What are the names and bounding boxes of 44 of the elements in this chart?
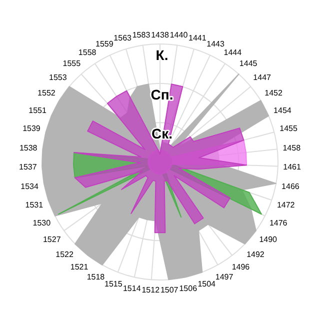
spoke-label: 1458: [282, 143, 302, 152]
spoke-label: 1504: [198, 280, 216, 289]
spoke-label: 1447: [253, 72, 272, 82]
spoke-label: 1553: [49, 72, 68, 82]
spoke-label: 1490: [259, 235, 278, 244]
spoke-label: 1472: [276, 200, 296, 210]
spoke-label: 1512: [142, 286, 160, 295]
spoke-label: 1440: [170, 30, 188, 40]
spoke-label: 1534: [20, 182, 39, 191]
spoke-label: 1563: [114, 33, 132, 42]
spoke-label: 1438: [151, 30, 170, 40]
spoke-label: 1443: [206, 39, 226, 48]
spoke-label: 1496: [232, 262, 250, 272]
spoke-label: 1538: [19, 143, 38, 152]
spoke-label: 1492: [246, 250, 265, 259]
spoke-label: 1583: [132, 30, 151, 40]
spoke-label: 1441: [188, 33, 207, 42]
spoke-label: 1507: [160, 286, 179, 295]
spoke-label: 1515: [104, 280, 123, 289]
spoke-label: 1539: [22, 124, 41, 134]
spoke-label: 1522: [56, 250, 74, 259]
spoke-label: 1506: [179, 284, 198, 294]
spoke-label: 1531: [25, 200, 44, 210]
spoke-label: 1518: [86, 272, 106, 282]
spoke-label: 1527: [42, 235, 62, 244]
spoke-label: 1551: [28, 106, 48, 115]
spoke-label: 1476: [269, 218, 288, 228]
spoke-label: 1552: [38, 88, 56, 98]
spoke-label: 1530: [32, 218, 52, 228]
spoke-label: 1466: [282, 182, 300, 191]
y-tick-label: К.: [156, 47, 168, 63]
spoke-label: 1455: [280, 124, 298, 134]
spoke-label: 1537: [19, 162, 38, 172]
spoke-label: 1461: [283, 162, 302, 172]
spoke-label: 1514: [122, 284, 142, 294]
spoke-label: 1445: [239, 59, 258, 68]
spoke-label: 1555: [62, 59, 82, 68]
spoke-label: 1454: [274, 106, 292, 115]
spoke-label: 1452: [264, 88, 283, 98]
spoke-label: 1559: [96, 39, 114, 48]
spoke-label: 1444: [224, 48, 242, 57]
spoke-label: 1497: [215, 272, 234, 282]
spoke-label: 1521: [70, 262, 89, 272]
spoke-label: 1558: [78, 48, 97, 57]
